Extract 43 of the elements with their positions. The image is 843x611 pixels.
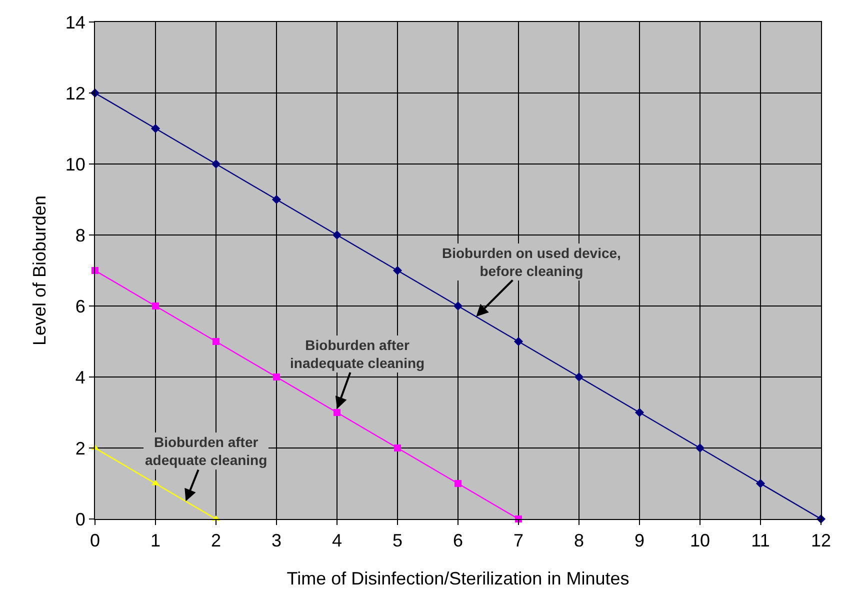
y-tick-label: 8 xyxy=(75,225,86,246)
y-tick-label: 0 xyxy=(75,509,86,530)
point xyxy=(394,444,401,452)
x-tick-label: 9 xyxy=(634,530,645,551)
point xyxy=(756,478,766,488)
point xyxy=(574,372,584,382)
annotation: Bioburden after inadequate cleaning xyxy=(290,337,425,372)
annotation: Bioburden after adequate cleaning xyxy=(145,434,268,468)
point xyxy=(152,302,159,310)
x-tick-label: 6 xyxy=(452,530,464,551)
x-tick-label: 3 xyxy=(271,530,282,551)
y-tick-label: 12 xyxy=(65,83,86,104)
point xyxy=(634,408,644,418)
point xyxy=(150,124,160,134)
x-axis-title: Time of Disinfection/Sterilization in Minutes xyxy=(286,568,630,589)
point xyxy=(211,159,221,169)
point xyxy=(273,374,280,380)
y-tick-label: 4 xyxy=(75,367,86,388)
annotation: Bioburden on used device, before cleaning xyxy=(442,245,621,280)
point xyxy=(453,301,463,311)
point xyxy=(332,230,342,240)
y-axis-title: Level of Bioburden xyxy=(30,195,50,346)
x-tick-label: 2 xyxy=(210,530,222,551)
x-tick-label: 11 xyxy=(751,530,770,551)
y-tick-label: 2 xyxy=(75,438,86,458)
x-tick-label: 0 xyxy=(90,530,100,551)
x-tick-label: 5 xyxy=(392,530,403,551)
y-tick-label: 10 xyxy=(65,154,86,174)
x-tick-label: 7 xyxy=(513,530,524,551)
y-tick-label: 14 xyxy=(65,12,86,32)
x-tick-label: 4 xyxy=(332,530,342,551)
x-tick-label: 10 xyxy=(690,530,710,551)
point xyxy=(695,443,705,453)
point xyxy=(272,194,282,204)
point xyxy=(454,480,462,487)
x-tick-label: 8 xyxy=(574,530,584,551)
point xyxy=(514,336,524,346)
point xyxy=(392,266,402,276)
x-tick-label: 12 xyxy=(810,530,832,551)
x-tick-label: 1 xyxy=(150,530,161,551)
y-tick-label: 6 xyxy=(75,296,86,316)
point xyxy=(212,338,220,345)
point xyxy=(334,409,340,416)
